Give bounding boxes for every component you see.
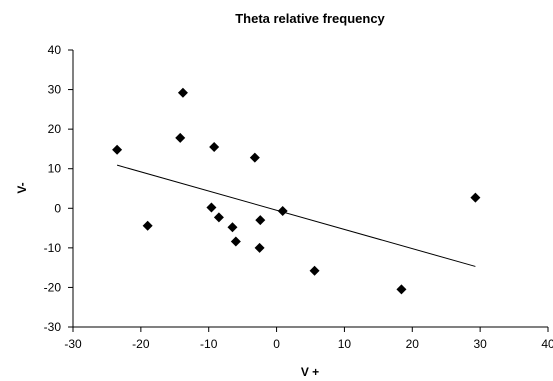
x-tick-label: -30 bbox=[64, 337, 82, 351]
x-tick-label: 10 bbox=[338, 337, 352, 351]
y-tick-label: 0 bbox=[54, 201, 61, 215]
axes bbox=[72, 50, 548, 328]
trendline bbox=[116, 164, 476, 267]
y-tick-label: -10 bbox=[44, 241, 62, 255]
scatter-point bbox=[227, 222, 238, 233]
y-tick-label: -20 bbox=[44, 280, 62, 294]
scatter-point bbox=[254, 242, 265, 253]
scatter-point bbox=[255, 215, 266, 226]
chart-title: Theta relative frequency bbox=[235, 11, 385, 26]
y-tick-label: 20 bbox=[48, 122, 62, 136]
scatter-point bbox=[209, 141, 220, 152]
scatter-point bbox=[112, 144, 123, 155]
trendline-group bbox=[116, 164, 476, 267]
scatter-point bbox=[309, 265, 320, 276]
scatter-point bbox=[175, 132, 186, 143]
scatter-point bbox=[396, 284, 407, 295]
y-tick-label: -30 bbox=[44, 320, 62, 334]
x-axis-label: V + bbox=[301, 365, 319, 379]
y-tick-label: 40 bbox=[48, 43, 62, 57]
y-axis-label: V- bbox=[15, 182, 29, 193]
x-tick-label: 20 bbox=[406, 337, 420, 351]
x-axis-ticks: -30 -20 -10 0 10 20 30 40 bbox=[64, 327, 553, 351]
x-tick-label: 30 bbox=[473, 337, 487, 351]
scatter-point bbox=[142, 220, 153, 231]
scatter-point bbox=[277, 206, 288, 217]
scatter-point bbox=[249, 152, 260, 163]
y-tick-label: 10 bbox=[48, 162, 62, 176]
scatter-point bbox=[177, 87, 188, 98]
x-tick-label: -20 bbox=[132, 337, 150, 351]
x-tick-label: 0 bbox=[273, 337, 280, 351]
data-points bbox=[112, 87, 481, 295]
x-tick-label: 40 bbox=[541, 337, 553, 351]
scatter-point bbox=[230, 236, 241, 247]
x-tick-label: -10 bbox=[200, 337, 218, 351]
scatter-point bbox=[470, 192, 481, 203]
y-axis-ticks: -30 -20 -10 0 10 20 30 40 bbox=[44, 43, 73, 334]
scatter-point bbox=[206, 202, 217, 213]
scatter-point bbox=[213, 212, 224, 223]
y-tick-label: 30 bbox=[48, 83, 62, 97]
